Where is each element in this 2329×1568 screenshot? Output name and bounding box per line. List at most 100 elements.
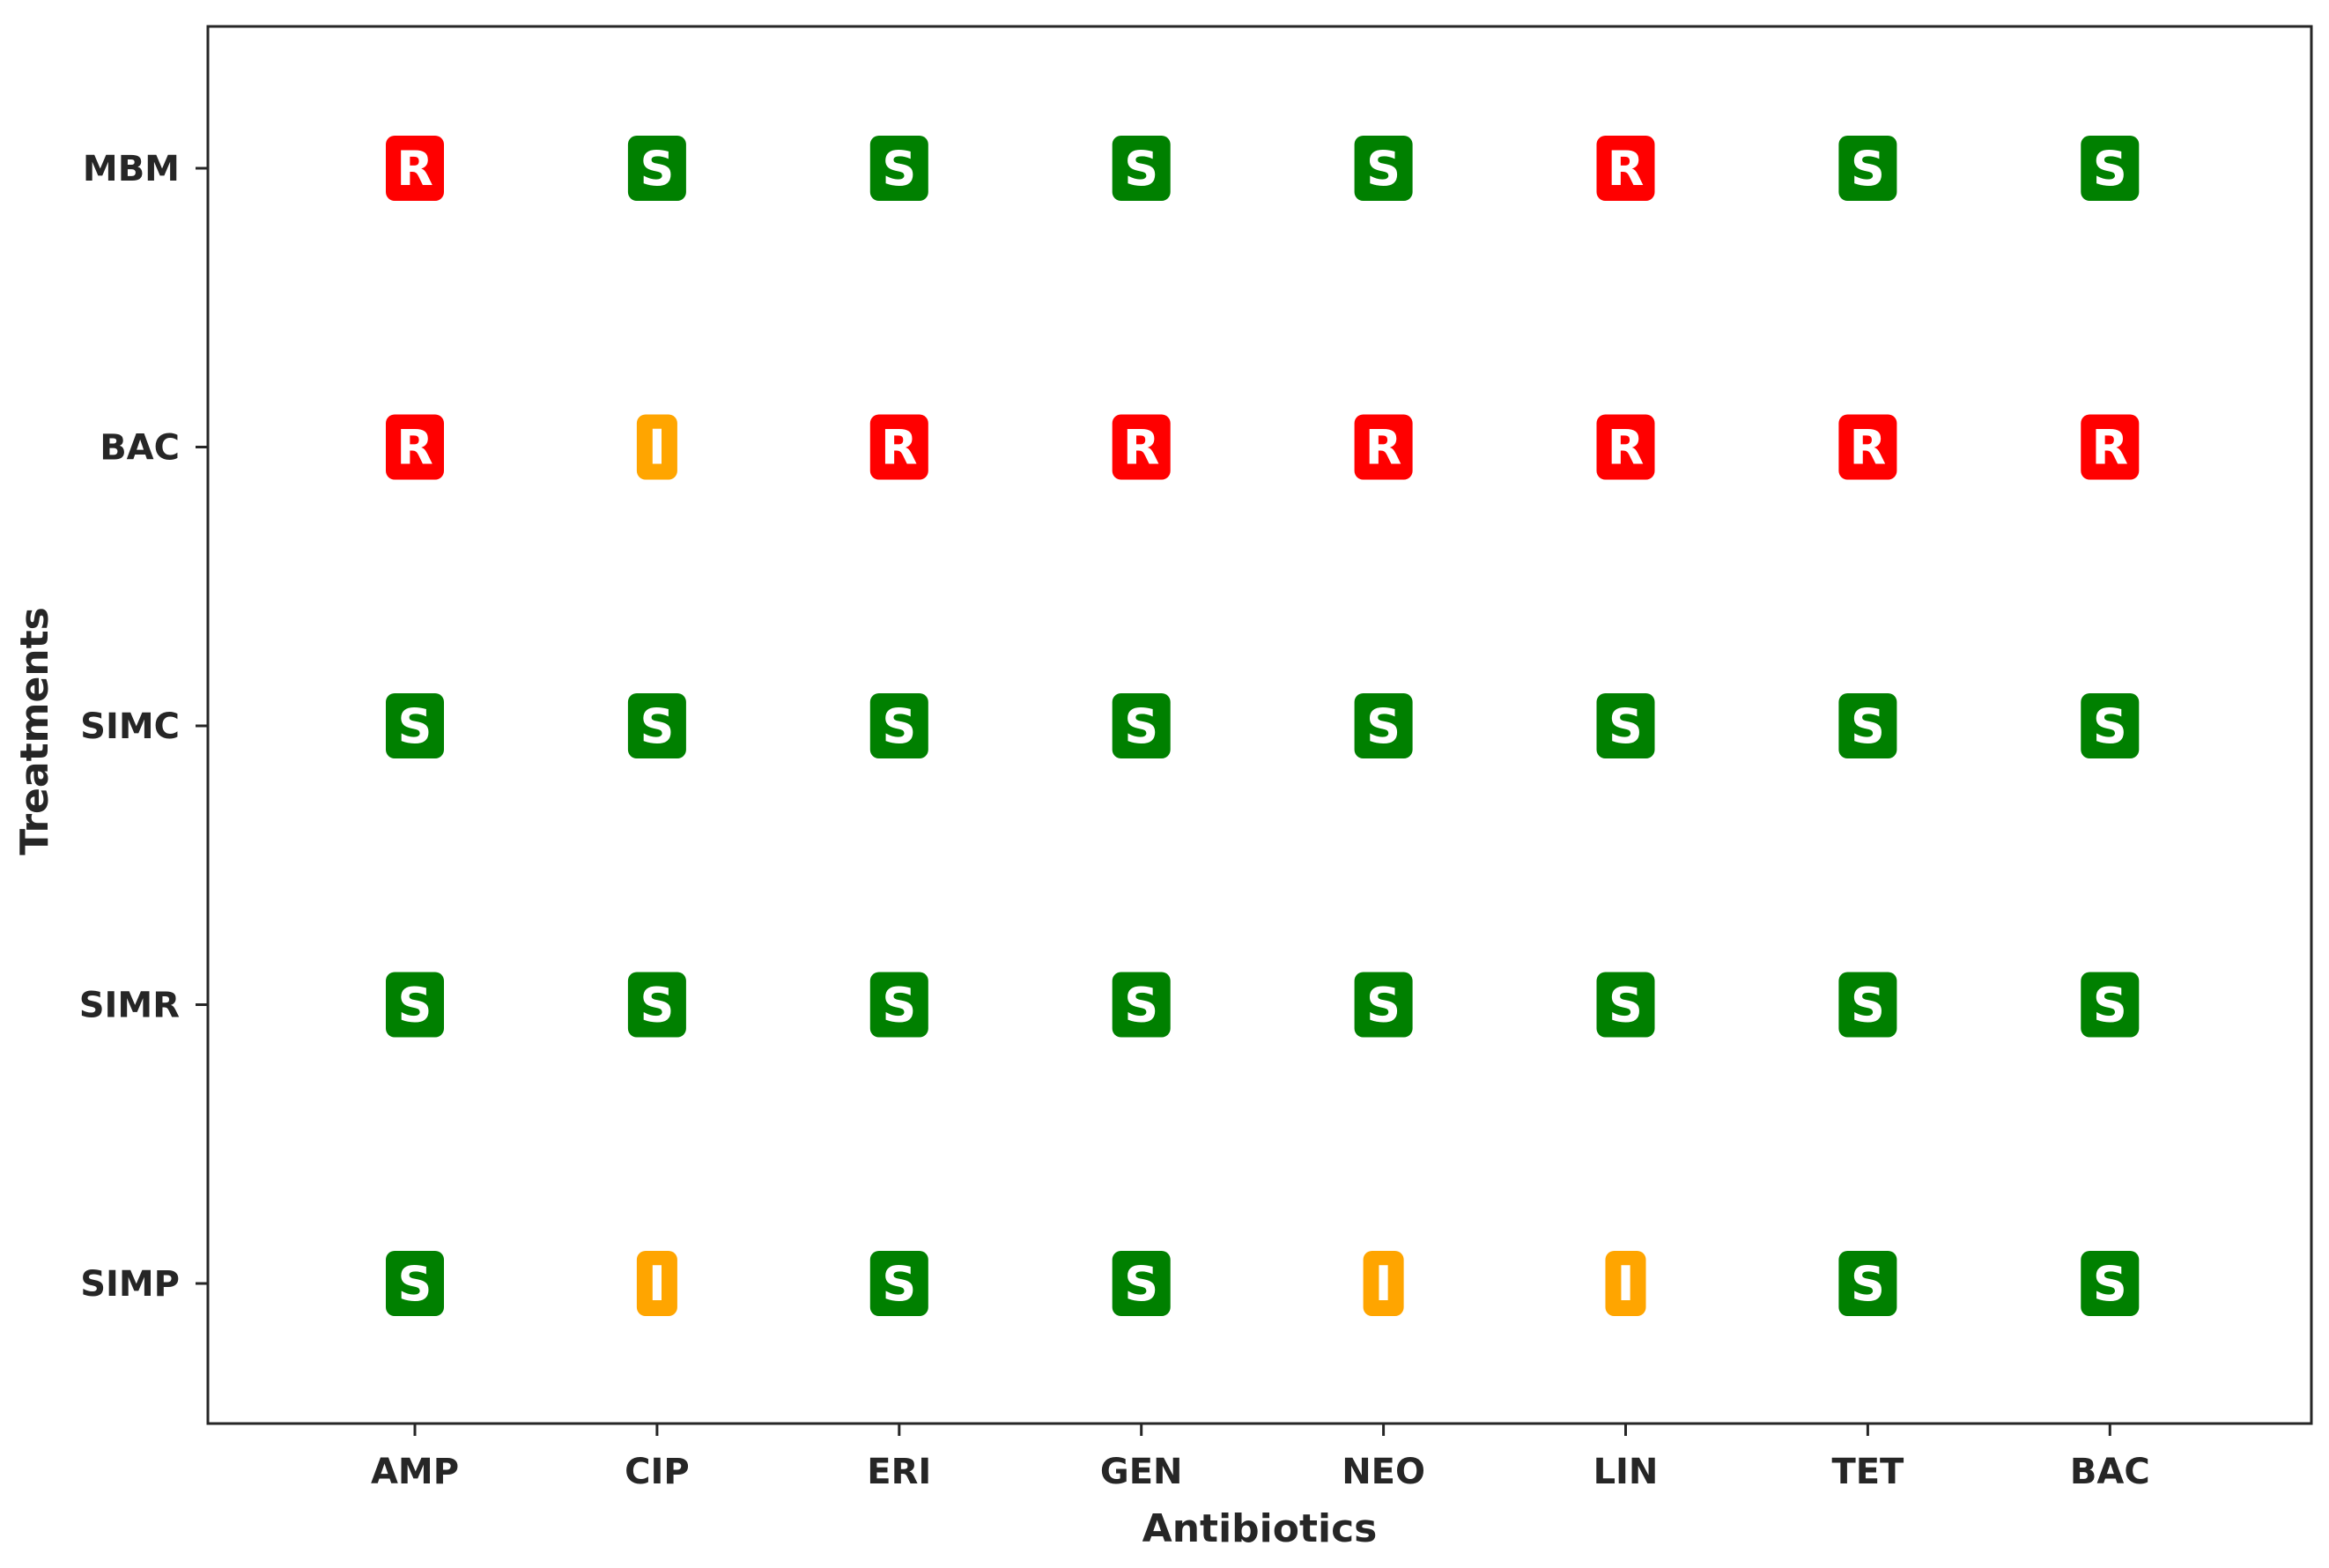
cell-marker: S <box>1112 972 1171 1038</box>
cell-marker-label: I <box>1375 1256 1393 1312</box>
x-tick-label: BAC <box>2070 1452 2150 1492</box>
y-tick-label: SIMC <box>80 706 180 747</box>
cell-marker-box <box>1112 1251 1171 1316</box>
cell-marker: S <box>1838 693 1897 758</box>
cell-marker-box <box>2081 136 2140 201</box>
cell-marker-box <box>869 1251 928 1316</box>
cell-marker-label: I <box>648 420 666 476</box>
cell-marker-label: S <box>1851 1256 1885 1312</box>
cell-marker-label: R <box>396 141 433 196</box>
cell-marker-label: S <box>882 978 916 1033</box>
cell-marker-box <box>1112 693 1171 758</box>
cell-marker-label: S <box>882 699 916 754</box>
cell-marker-box <box>1838 972 1897 1038</box>
cell-marker-box <box>627 972 686 1038</box>
cell-marker-box <box>1354 414 1413 480</box>
cell-marker-box <box>386 1251 444 1316</box>
y-axis-label: Treatments <box>12 607 57 855</box>
cell-marker-box <box>1354 693 1413 758</box>
cell-marker: S <box>386 1251 444 1316</box>
cell-marker-label: S <box>1366 699 1401 754</box>
plot-frame <box>206 25 2313 1425</box>
cell-marker: I <box>636 414 677 480</box>
x-tick-label: GEN <box>1100 1452 1183 1492</box>
cell-marker: R <box>1354 414 1413 480</box>
cell-marker-label: S <box>1608 699 1643 754</box>
cell-marker-label: I <box>648 1256 666 1312</box>
x-tick-label: LIN <box>1593 1452 1659 1492</box>
cell-marker-box <box>1112 414 1171 480</box>
cell-marker-label: S <box>882 1256 916 1312</box>
cell-marker-label: S <box>1851 141 1885 196</box>
cell-marker: S <box>1596 693 1655 758</box>
x-tick-label: AMP <box>371 1452 459 1492</box>
cell-marker: S <box>869 972 928 1038</box>
cell-marker-label: S <box>398 978 433 1033</box>
cell-marker-label: S <box>640 141 674 196</box>
x-axis-label: Antibiotics <box>1142 1506 1378 1551</box>
y-tick-label: BAC <box>100 428 180 469</box>
cell-marker-box <box>1838 136 1897 201</box>
cell-marker: S <box>1596 972 1655 1038</box>
cell-marker-label: S <box>640 699 674 754</box>
cell-marker-box <box>1112 136 1171 201</box>
cell-marker-label: R <box>1608 420 1645 476</box>
cell-marker-box <box>627 136 686 201</box>
x-tick-label: TET <box>1831 1452 1904 1492</box>
cell-marker: R <box>869 414 928 480</box>
cell-marker: I <box>1363 1251 1404 1316</box>
cell-marker-box <box>869 414 928 480</box>
cell-marker-box <box>1363 1251 1404 1316</box>
cell-marker-box <box>636 414 677 480</box>
cell-marker-box <box>636 1251 677 1316</box>
cell-marker: R <box>2081 414 2140 480</box>
cell-marker: S <box>869 136 928 201</box>
cell-marker-box <box>1596 414 1655 480</box>
y-tick-label: MBM <box>83 149 180 189</box>
cell-marker-label: R <box>1123 420 1160 476</box>
cell-marker: S <box>869 693 928 758</box>
cell-marker-label: S <box>2093 978 2127 1033</box>
cell-marker-box <box>1838 693 1897 758</box>
cell-marker-label: S <box>1851 978 1885 1033</box>
cell-marker-label: I <box>1616 1256 1634 1312</box>
cell-markers: R S S S S R S S R I R R R R R R S S S S S S S S S S S S S S S S S I S S I I S S <box>386 136 2140 1316</box>
cell-marker-box <box>386 136 444 201</box>
cell-marker-label: S <box>1851 699 1885 754</box>
cell-marker-label: S <box>1608 978 1643 1033</box>
cell-marker-label: R <box>2092 420 2129 476</box>
cell-marker-box <box>2081 693 2140 758</box>
cell-marker-label: S <box>2093 699 2127 754</box>
cell-marker-label: S <box>640 978 674 1033</box>
cell-marker-label: S <box>398 1256 433 1312</box>
cell-marker: S <box>2081 693 2140 758</box>
cell-marker: R <box>1112 414 1171 480</box>
cell-marker-box <box>869 693 928 758</box>
cell-marker: S <box>2081 136 2140 201</box>
cell-marker-label: R <box>1365 420 1402 476</box>
cell-marker-box <box>2081 414 2140 480</box>
cell-marker: R <box>1838 414 1897 480</box>
x-tick-label: ERI <box>867 1452 931 1492</box>
cell-marker-box <box>1596 136 1655 201</box>
cell-marker-label: S <box>1124 699 1158 754</box>
cell-marker-label: S <box>1366 978 1401 1033</box>
cell-marker-box <box>869 972 928 1038</box>
cell-marker-box <box>627 693 686 758</box>
cell-marker: S <box>627 972 686 1038</box>
cell-marker: I <box>1605 1251 1646 1316</box>
cell-marker-box <box>1838 414 1897 480</box>
cell-marker-box <box>1354 136 1413 201</box>
cell-marker: S <box>1354 693 1413 758</box>
cell-marker: S <box>1838 972 1897 1038</box>
cell-marker-box <box>386 972 444 1038</box>
cell-marker-box <box>869 136 928 201</box>
cell-marker: I <box>636 1251 677 1316</box>
cell-marker: S <box>1354 972 1413 1038</box>
cell-marker: S <box>1354 136 1413 201</box>
cell-marker: S <box>1838 1251 1897 1316</box>
y-axis: MBM BAC SIMC SIMR SIMP <box>79 149 208 1305</box>
cell-marker-box <box>1605 1251 1646 1316</box>
cell-marker-label: S <box>1366 141 1401 196</box>
